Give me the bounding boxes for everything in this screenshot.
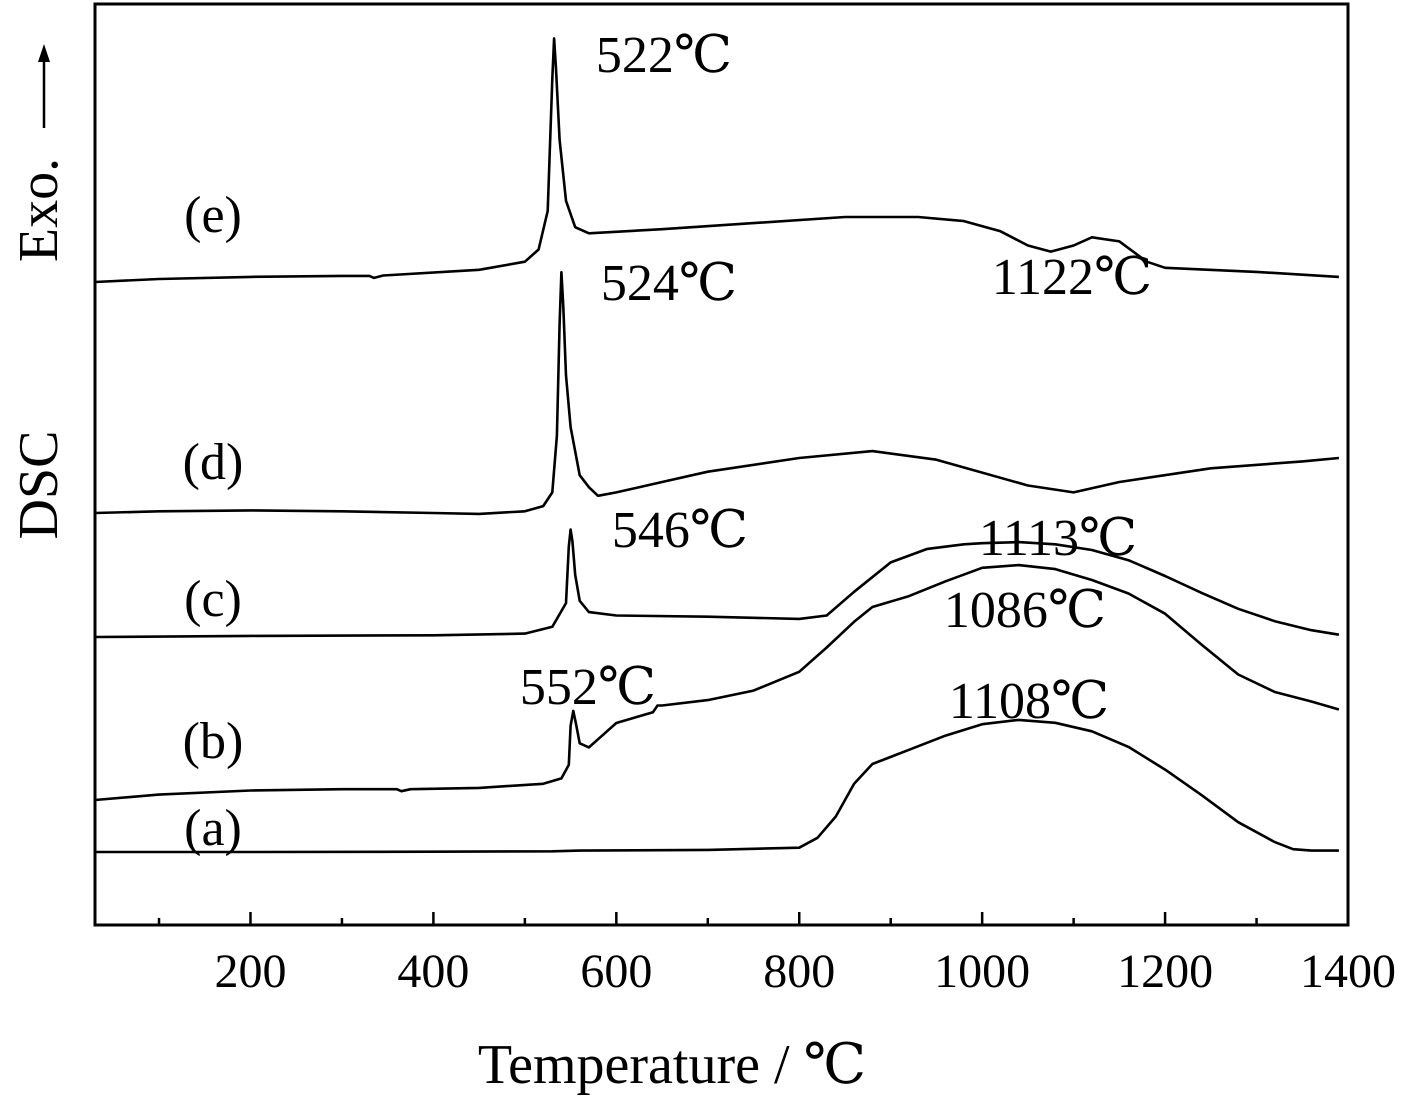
plot-frame bbox=[93, 2, 1350, 927]
x-axis-ticks: 200 400 600 800 1000 1200 1400 bbox=[157, 912, 1396, 998]
curve-label-c: (c) bbox=[184, 571, 242, 628]
x-tick-label: 1000 bbox=[934, 945, 1030, 998]
x-tick-label: 1400 bbox=[1300, 945, 1396, 998]
dsc-curve-a bbox=[95, 718, 1339, 854]
x-tick-label: 600 bbox=[580, 945, 652, 998]
curve-label-d: (d) bbox=[183, 434, 244, 491]
y-axis-label-group: DSC Exo. bbox=[8, 44, 70, 539]
dsc-curve-b bbox=[94, 563, 1340, 802]
peak-annotation: 522℃ bbox=[596, 27, 732, 84]
x-tick-label: 200 bbox=[214, 945, 286, 998]
peak-annotation: 524℃ bbox=[601, 255, 737, 312]
x-axis-label: Temperature / ℃ bbox=[478, 1034, 866, 1096]
curve-label-e: (e) bbox=[184, 187, 242, 244]
dsc-curve-c bbox=[94, 528, 1340, 639]
curve-label-b: (b) bbox=[183, 713, 244, 770]
curve-labels: (a) (b) (c) (d) (e) bbox=[183, 187, 244, 857]
y-axis-label: DSC bbox=[8, 431, 70, 540]
peak-annotation: 1122℃ bbox=[992, 249, 1152, 306]
x-tick-label: 1200 bbox=[1117, 945, 1213, 998]
peak-annotation: 1113℃ bbox=[979, 510, 1137, 567]
peak-annotations: 522℃ 1122℃ 524℃ 546℃ 1113℃ 1086℃ 552℃ 1108℃ bbox=[520, 27, 1152, 730]
peak-annotation: 552℃ bbox=[520, 659, 656, 716]
dsc-curve-e bbox=[94, 37, 1339, 284]
peak-annotation: 1086℃ bbox=[944, 582, 1106, 639]
peak-annotation: 546℃ bbox=[612, 502, 748, 559]
y-axis-exo-label: Exo. bbox=[8, 158, 70, 262]
x-tick-label: 400 bbox=[397, 945, 469, 998]
x-tick-label: 800 bbox=[763, 945, 835, 998]
dsc-curve-d bbox=[94, 270, 1340, 516]
curve-label-a: (a) bbox=[184, 800, 242, 857]
peak-annotation: 1108℃ bbox=[949, 673, 1109, 730]
exo-arrow-icon bbox=[38, 44, 50, 62]
dsc-curves bbox=[94, 37, 1340, 854]
